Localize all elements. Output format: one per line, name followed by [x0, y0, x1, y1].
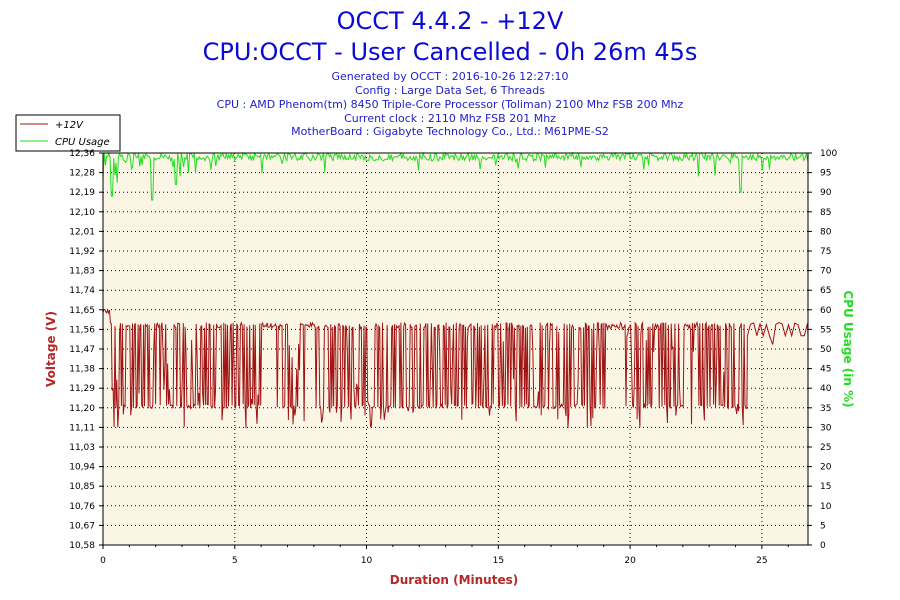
y-tick-label: 10,85 [69, 482, 95, 492]
y2-tick-label: 40 [820, 384, 832, 394]
x-tick-label: 25 [756, 556, 767, 566]
series-line-cpu-usage [102, 151, 809, 201]
info-cpu: CPU : AMD Phenom(tm) 8450 Triple-Core Pr… [217, 98, 684, 111]
y2-tick-label: 10 [820, 502, 832, 512]
x-axis-label: Duration (Minutes) [390, 573, 518, 587]
y-tick-label: 11,38 [69, 365, 95, 375]
y2-tick-label: 25 [820, 443, 831, 453]
y-tick-label: 12,36 [69, 149, 95, 159]
series-line-voltage [102, 308, 809, 429]
y2-tick-label: 75 [820, 247, 831, 257]
chart-subtitle: CPU:OCCT - User Cancelled - 0h 26m 45s [203, 38, 698, 66]
y-tick-label: 11,03 [69, 443, 95, 453]
y-tick-label: 11,92 [69, 247, 95, 257]
y-tick-label: 11,20 [69, 404, 95, 414]
y-axis-label: Voltage (V) [44, 311, 58, 387]
y2-tick-label: 60 [820, 306, 832, 316]
y-tick-label: 10,94 [69, 463, 95, 473]
y2-tick-label: 35 [820, 404, 831, 414]
legend: +12V CPU Usage [15, 114, 121, 152]
y-tick-label: 11,56 [69, 325, 95, 335]
y-tick-label: 11,65 [69, 306, 95, 316]
legend-label-cpu: CPU Usage [55, 137, 110, 148]
x-tick-label: 20 [624, 556, 636, 566]
info-config: Config : Large Data Set, 6 Threads [355, 84, 545, 97]
y2-tick-label: 85 [820, 208, 831, 218]
y2-axis-label: CPU Usage (in %) [841, 290, 855, 407]
y2-tick-label: 100 [820, 149, 837, 159]
legend-box [15, 114, 121, 152]
y2-tick-label: 30 [820, 423, 832, 433]
info-motherboard: MotherBoard : Gigabyte Technology Co., L… [291, 125, 609, 138]
x-tick-label: 0 [100, 556, 106, 566]
y2-tick-label: 45 [820, 365, 831, 375]
y-tick-label: 10,67 [69, 521, 95, 531]
y-tick-label: 10,58 [69, 541, 95, 551]
y2-tick-label: 5 [820, 521, 826, 531]
y-tick-label: 12,01 [69, 227, 95, 237]
y-tick-label: 12,19 [69, 188, 95, 198]
info-clock: Current clock : 2110 Mhz FSB 201 Mhz [344, 112, 556, 125]
x-tick-label: 5 [232, 556, 238, 566]
x-tick-label: 10 [361, 556, 373, 566]
y2-tick-label: 0 [820, 541, 826, 551]
y2-tick-label: 15 [820, 482, 831, 492]
y-tick-label: 11,74 [69, 286, 95, 296]
y2-tick-label: 95 [820, 169, 831, 179]
info-generated: Generated by OCCT : 2016-10-26 12:27:10 [331, 70, 568, 83]
y-tick-label: 10,76 [69, 502, 95, 512]
y2-tick-label: 65 [820, 286, 831, 296]
y-tick-label: 11,47 [69, 345, 95, 355]
y2-tick-label: 90 [820, 188, 832, 198]
y2-tick-label: 50 [820, 345, 832, 355]
chart-title: OCCT 4.4.2 - +12V [337, 7, 564, 35]
y-tick-label: 11,29 [69, 384, 95, 394]
plot-frame [102, 152, 809, 546]
y2-tick-label: 80 [820, 227, 832, 237]
y-tick-label: 12,28 [69, 169, 95, 179]
axis-layer: 10,58 10,67 10,76 10,85 10,94 11,03 11,11 11,20… [69, 149, 837, 566]
y2-tick-label: 70 [820, 267, 832, 277]
y-tick-label: 11,11 [69, 423, 95, 433]
y-tick-label: 12,10 [69, 208, 95, 218]
y2-tick-label: 55 [820, 325, 831, 335]
legend-label-voltage: +12V [55, 120, 84, 131]
y-tick-label: 11,83 [69, 267, 95, 277]
x-tick-label: 15 [493, 556, 504, 566]
series-layer [102, 151, 809, 429]
y2-tick-label: 20 [820, 463, 832, 473]
